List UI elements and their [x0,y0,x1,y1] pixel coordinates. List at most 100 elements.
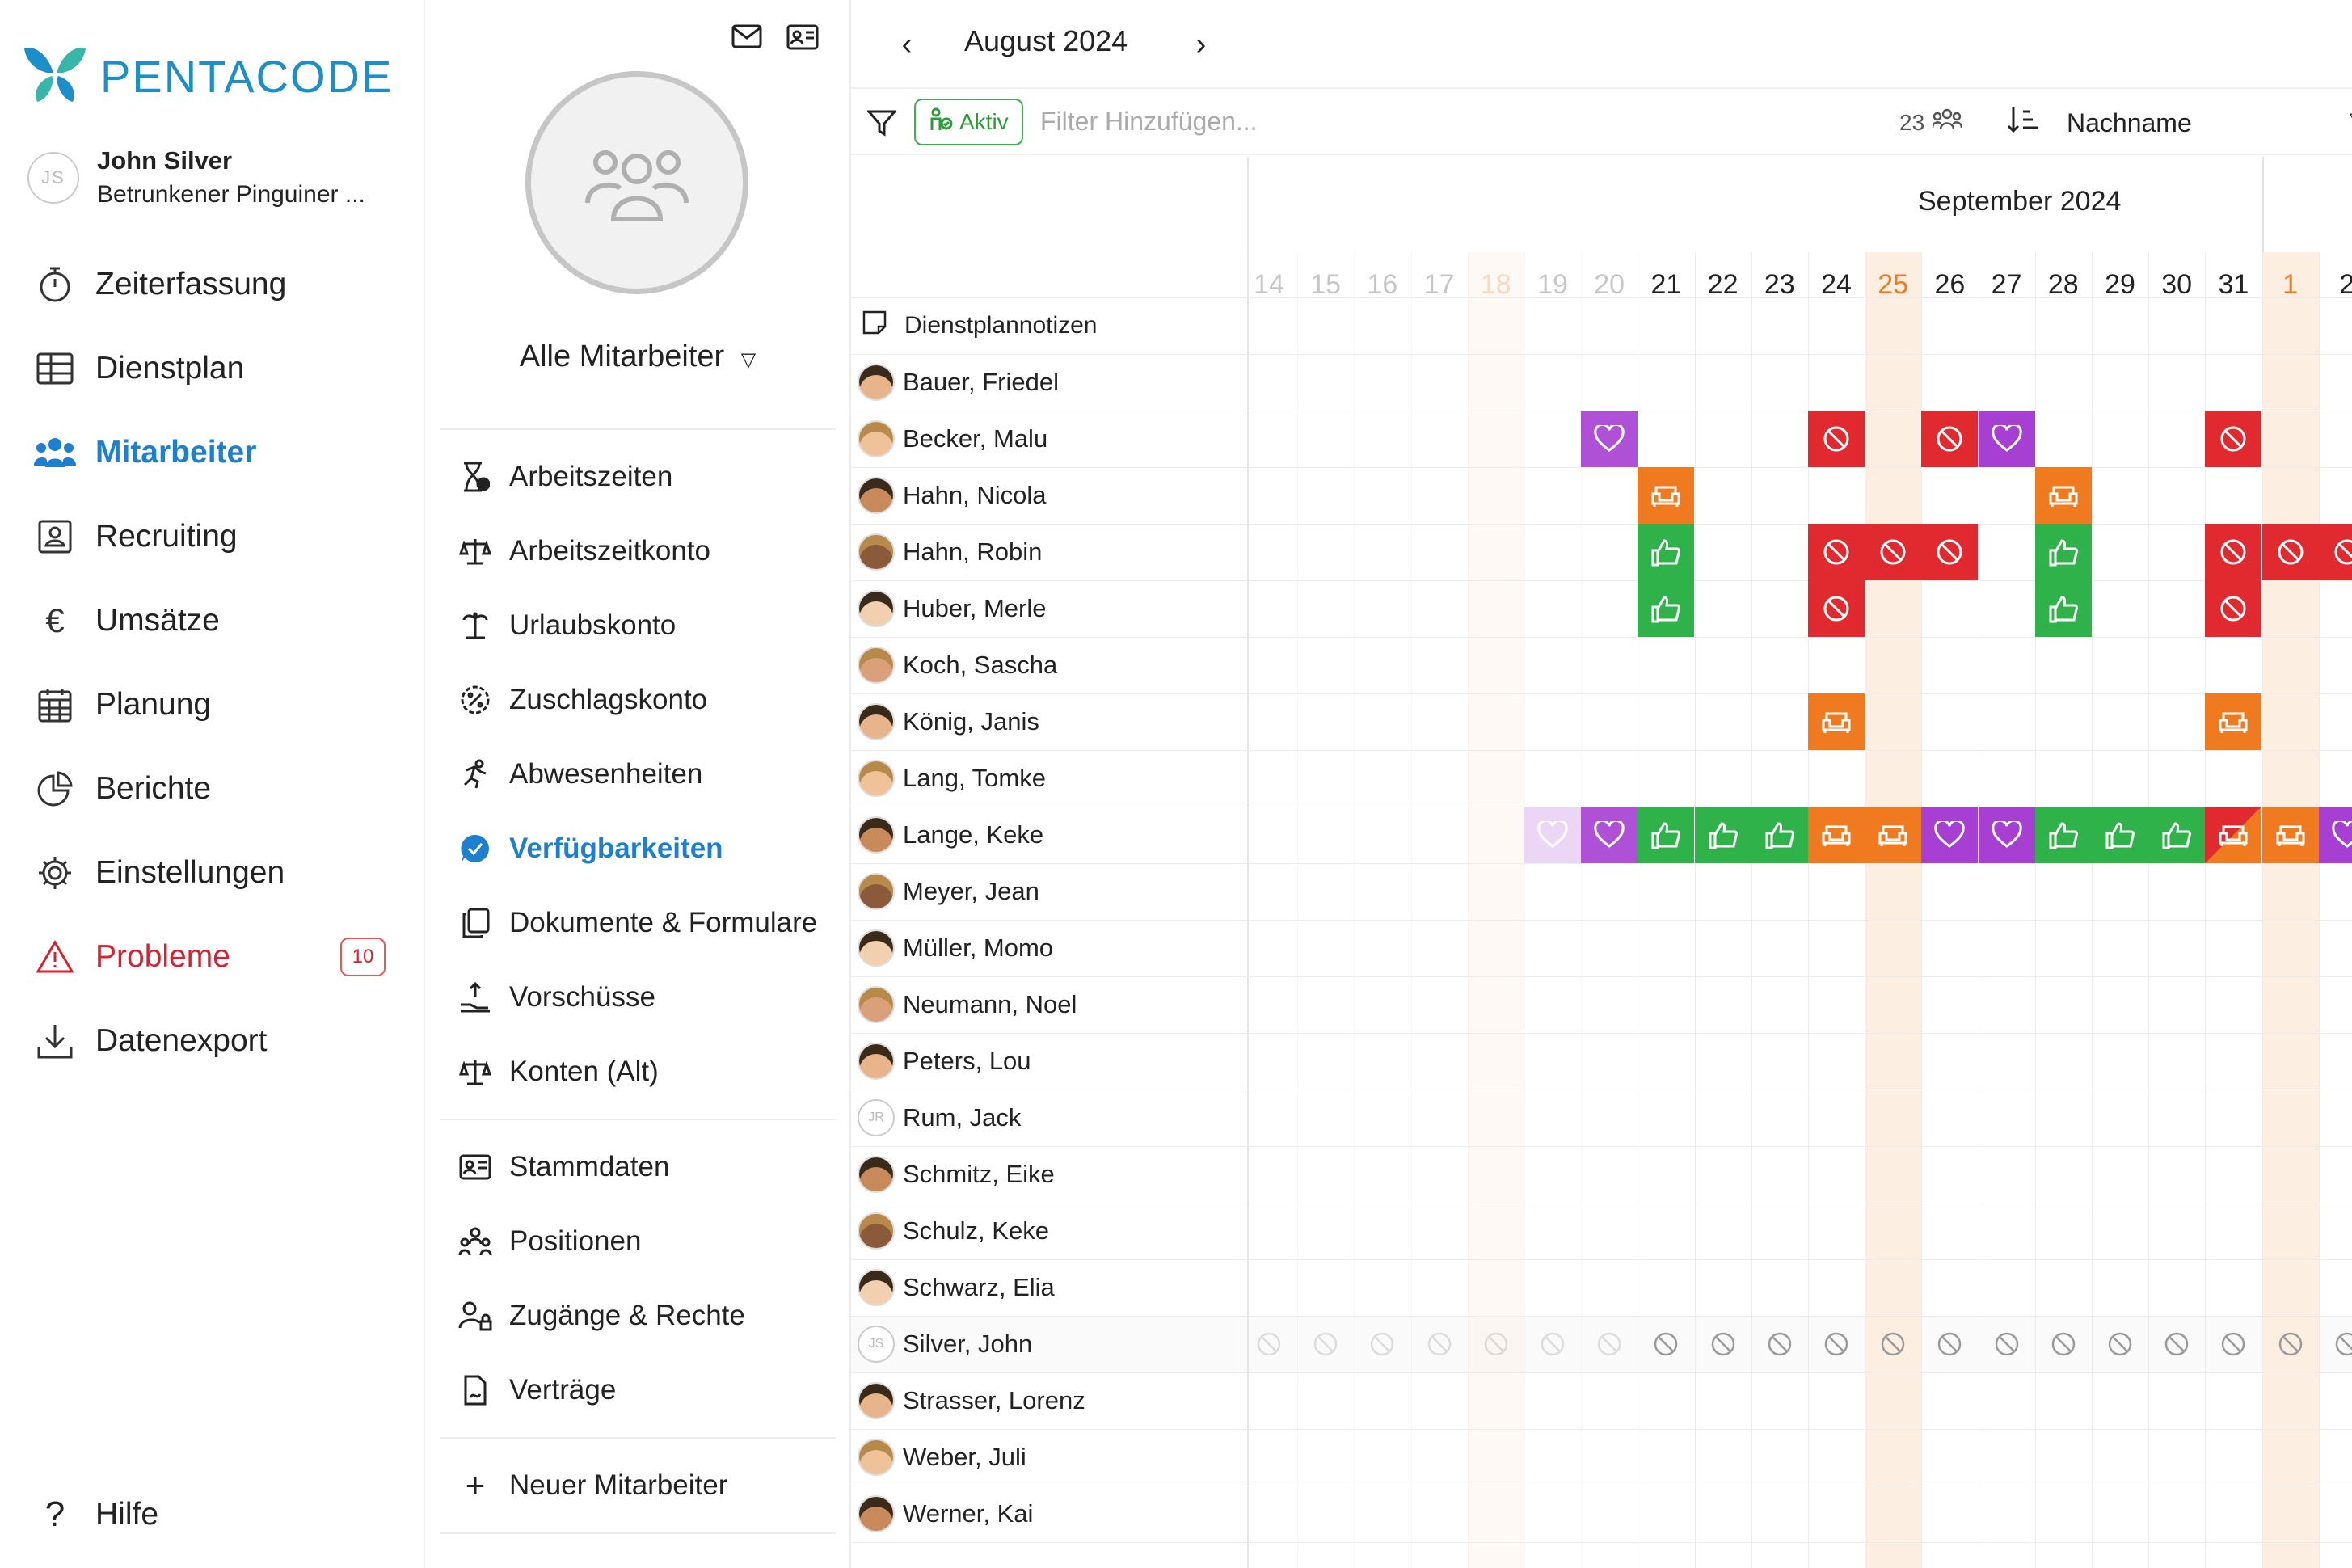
sub-item-zuschlagskonto[interactable]: Zuschlagskonto [457,676,707,724]
current-user[interactable]: JS John Silver Betrunkener Pinguiner ... [27,144,365,212]
availability-cell-unavailable[interactable] [1297,1316,1354,1372]
day-header[interactable]: 17 [1423,268,1455,300]
sub-item-zugaenge[interactable]: Zugänge & Rechte [457,1292,745,1340]
availability-cell-unavailable[interactable] [1921,1316,1978,1372]
roster-notes-row[interactable]: Dienstplannotizen [862,310,1098,341]
employee-row[interactable]: Werner, Kai [851,1486,1247,1542]
availability-cell-unavailable[interactable] [1581,1316,1638,1372]
nav-item-planung[interactable]: Planung [0,663,424,747]
chevron-left-icon[interactable]: ‹ [901,27,913,61]
employee-row[interactable]: Strasser, Lorenz [851,1372,1247,1429]
employee-row[interactable]: Schulz, Keke [851,1203,1247,1259]
new-employee-button[interactable]: + Neuer Mitarbeiter [457,1461,728,1510]
chevron-right-icon[interactable]: › [1195,27,1207,61]
availability-cell-red[interactable] [2318,524,2352,580]
availability-cell-unavailable[interactable] [1865,1316,1921,1372]
availability-cell-green[interactable] [2034,524,2092,580]
day-header[interactable]: 20 [1594,268,1625,300]
day-header[interactable]: 19 [1537,268,1568,300]
employee-row[interactable]: JR Rum, Jack [851,1090,1247,1146]
day-header[interactable]: 22 [1707,268,1739,300]
availability-cell-green[interactable] [2148,807,2206,863]
employee-row[interactable]: Hahn, Robin [851,524,1247,580]
sub-item-konten-alt[interactable]: Konten (Alt) [457,1047,659,1096]
day-header[interactable]: 14 [1254,268,1284,300]
availability-cell-purple[interactable] [1978,807,2035,863]
employee-row[interactable]: Bauer, Friedel [851,354,1247,411]
sub-item-stammdaten[interactable]: Stammdaten [457,1143,669,1191]
availability-cell-unavailable[interactable] [1524,1316,1581,1372]
availability-cell-unavailable[interactable] [2148,1316,2205,1372]
sub-item-positionen[interactable]: Positionen [457,1217,641,1266]
availability-cell-orange[interactable] [2205,693,2262,750]
day-header[interactable]: 18 [1480,268,1511,300]
day-header[interactable]: 25 [1878,268,1909,300]
availability-cell-unavailable[interactable] [1751,1316,1808,1372]
availability-cell-green[interactable] [2092,807,2148,863]
day-header[interactable]: 1 [2282,268,2299,300]
availability-cell-purple[interactable] [2318,807,2352,863]
employee-row[interactable]: Hahn, Nicola [851,467,1247,524]
availability-cell-purple[interactable] [1581,411,1638,467]
employee-row[interactable]: Lang, Tomke [851,750,1247,807]
availability-cell-green[interactable] [2034,580,2092,637]
availability-cell-red[interactable] [1808,580,1865,637]
employee-row[interactable]: Neumann, Noel [851,976,1247,1033]
availability-cell-red[interactable] [1865,524,1922,580]
availability-cell-purple[interactable] [1978,411,2035,467]
employee-row[interactable]: Huber, Merle [851,580,1247,637]
filter-input[interactable]: Filter Hinzufügen... [1040,107,1258,136]
sub-item-abwesenheiten[interactable]: Abwesenheiten [457,750,702,799]
nav-item-mitarbeiter[interactable]: Mitarbeiter [0,411,424,495]
availability-cell-green[interactable] [1638,524,1695,580]
availability-cell-green[interactable] [1694,807,1751,863]
day-header[interactable]: 28 [2047,268,2079,300]
availability-cell-unavailable[interactable] [1979,1316,2035,1372]
employee-row[interactable]: Schwarz, Elia [851,1259,1247,1316]
sub-item-vertraege[interactable]: Verträge [457,1366,616,1414]
nav-item-zeiterfassung[interactable]: Zeiterfassung [0,242,424,327]
availability-cell-purple[interactable] [1921,807,1979,863]
nav-item-recruiting[interactable]: Recruiting [0,495,424,579]
availability-cell-green[interactable] [1638,807,1695,863]
nav-item-datenexport[interactable]: Datenexport [0,999,424,1083]
brand-logo[interactable]: PENTACODE [23,44,393,108]
employee-row[interactable]: König, Janis [851,693,1247,750]
nav-item-berichte[interactable]: Berichte [0,747,424,831]
availability-cell-unavailable[interactable] [1638,1316,1694,1372]
sub-item-dokumente[interactable]: Dokumente & Formulare [457,899,817,947]
availability-cell-red[interactable] [1921,411,1979,467]
contact-card-icon[interactable] [786,24,819,54]
day-header[interactable]: 27 [1991,268,2022,300]
sub-item-vorschuesse[interactable]: Vorschüsse [457,973,655,1022]
day-header[interactable]: 15 [1310,268,1342,300]
employee-row[interactable]: Schmitz, Eike [851,1146,1247,1203]
availability-cell-unavailable[interactable] [1695,1316,1751,1372]
availability-cell-unavailable[interactable] [2092,1316,2148,1372]
availability-cell-red[interactable] [1808,411,1865,467]
day-header[interactable]: 24 [1821,268,1852,300]
employee-row[interactable]: Peters, Lou [851,1033,1247,1090]
employee-row[interactable]: Weber, Juli [851,1429,1247,1486]
nav-item-umsaetze[interactable]: € Umsätze [0,579,424,663]
availability-cell-red[interactable] [2205,580,2262,637]
employee-row[interactable]: Becker, Malu [851,411,1247,467]
nav-item-dienstplan[interactable]: Dienstplan [0,327,424,411]
availability-cell-green[interactable] [1638,580,1695,637]
availability-cell-purple[interactable] [1581,807,1638,863]
day-header[interactable]: 21 [1650,268,1682,300]
sort-selector[interactable]: Nachname ▽ [2007,105,2352,141]
availability-cell-unavailable[interactable] [1808,1316,1865,1372]
nav-item-probleme[interactable]: Probleme 10 [0,915,424,999]
availability-cell-unavailable[interactable] [1354,1316,1410,1372]
availability-cell-orange[interactable] [1865,807,1922,863]
availability-cell-red[interactable] [1921,524,1979,580]
availability-cell-unavailable[interactable] [1241,1316,1297,1372]
availability-cell-red[interactable] [2205,411,2262,467]
availability-cell-unavailable[interactable] [2035,1316,2092,1372]
sub-item-urlaubskonto[interactable]: Urlaubskonto [457,601,676,650]
availability-cell-red[interactable] [2261,524,2319,580]
day-header[interactable]: 23 [1764,268,1795,300]
filter-chip-aktiv[interactable]: Aktiv [914,99,1023,145]
sub-item-verfuegbarkeiten[interactable]: Verfügbarkeiten [457,824,723,873]
